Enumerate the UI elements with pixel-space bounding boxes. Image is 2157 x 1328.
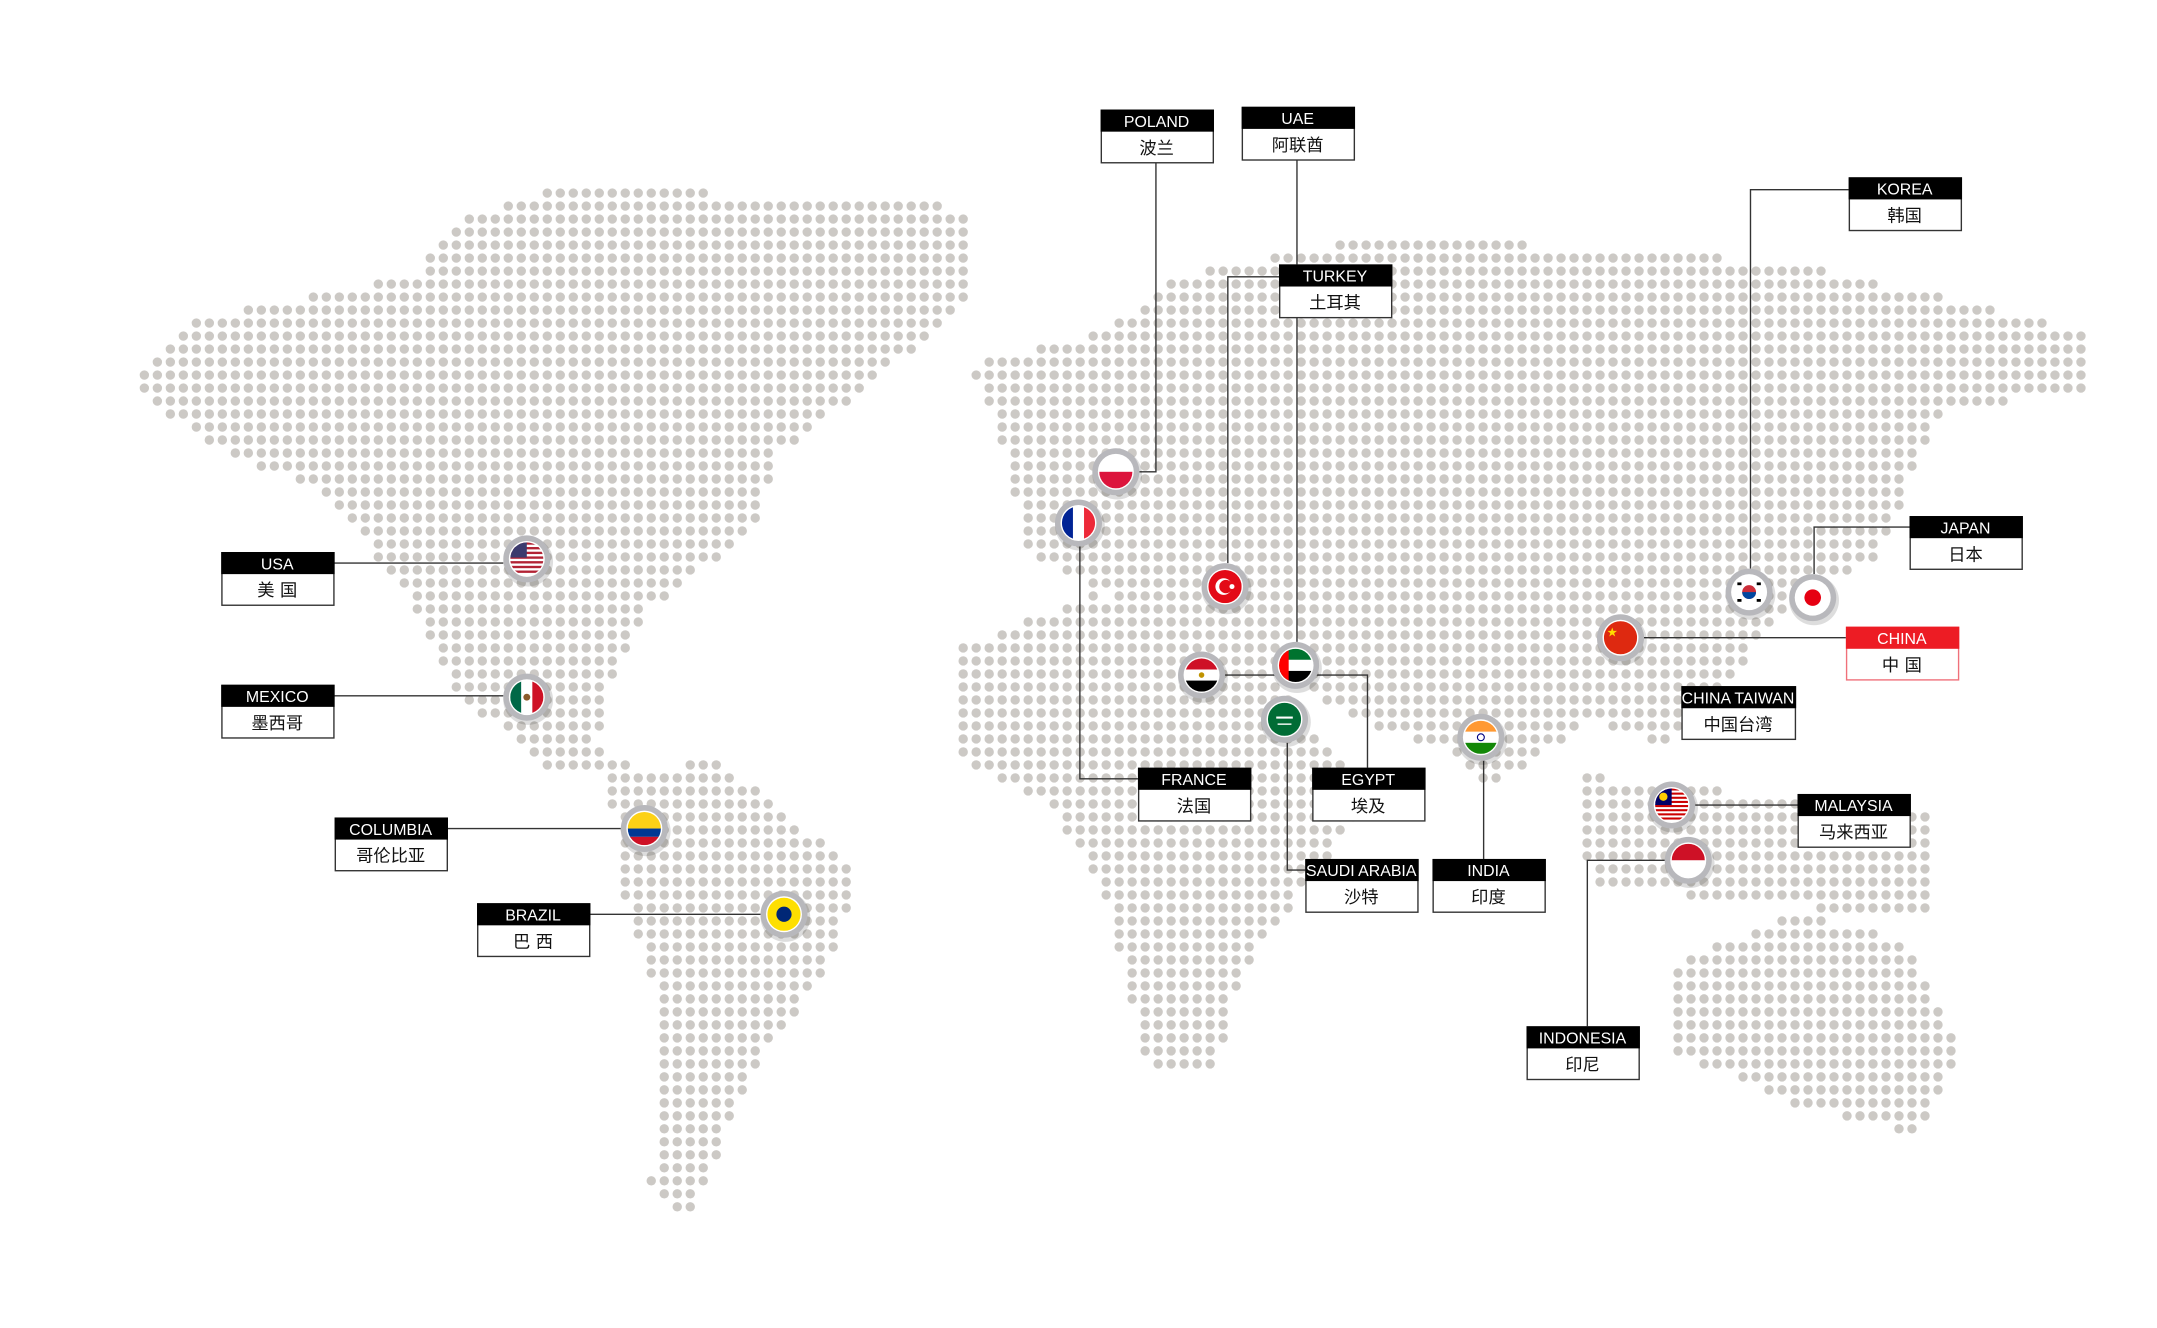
flag-markers: ★: [503, 448, 1839, 942]
label-english: CHINA TAIWAN: [1682, 690, 1795, 707]
label-chinese: 美 国: [257, 581, 297, 601]
brazil-flag-icon[interactable]: [760, 890, 811, 942]
label-english: FRANCE: [1161, 772, 1226, 789]
label-china-taiwan[interactable]: CHINA TAIWAN 中国台湾: [1681, 686, 1797, 741]
label-korea[interactable]: KOREA 韩国: [1848, 177, 1963, 232]
poland-flag-icon[interactable]: [1092, 448, 1143, 500]
country-labels: POLAND 波兰 UAE 阿联酋 TURKEY 土耳其 KOREA 韩国 JAPAN 日本 CHI…: [221, 106, 2023, 1081]
label-saudi-arabia[interactable]: SAUDI ARABIA 沙特: [1305, 858, 1419, 913]
label-chinese: 韩国: [1887, 207, 1922, 227]
label-chinese: 波兰: [1139, 139, 1174, 159]
label-chinese: 土耳其: [1309, 294, 1361, 314]
france-flag-icon[interactable]: [1054, 499, 1105, 551]
egypt-connector-line: [1225, 674, 1369, 768]
turkey-flag-icon[interactable]: [1201, 563, 1252, 615]
label-english: CHINA: [1877, 631, 1927, 648]
turkey-connector-line: [1227, 276, 1279, 564]
label-chinese: 中国台湾: [1704, 715, 1773, 735]
label-english: POLAND: [1124, 114, 1189, 131]
label-chinese: 哥伦比亚: [356, 847, 425, 867]
saudi-arabia-flag-icon[interactable]: [1261, 695, 1311, 747]
colombia-flag-icon[interactable]: [620, 805, 671, 857]
label-indonesia[interactable]: INDONESIA 印尼: [1526, 1026, 1640, 1081]
label-egypt[interactable]: EGYPT 埃及: [1312, 767, 1426, 822]
uae-flag-icon[interactable]: [1272, 641, 1322, 694]
indonesia-connector-line: [1586, 859, 1665, 1027]
label-uae[interactable]: UAE 阿联酋: [1241, 106, 1356, 161]
korea-flag-icon[interactable]: [1725, 568, 1776, 620]
label-france[interactable]: FRANCE 法国: [1137, 767, 1252, 822]
label-chinese: 埃及: [1351, 797, 1386, 817]
japan-connector-line: [1813, 526, 1910, 575]
mexico-flag-icon[interactable]: [503, 673, 554, 725]
label-chinese: 印度: [1471, 888, 1506, 908]
usa-flag-icon[interactable]: [503, 535, 554, 587]
label-english: SAUDI ARABIA: [1306, 863, 1417, 880]
label-chinese: 法国: [1177, 797, 1212, 817]
label-chinese: 日本: [1948, 545, 1983, 565]
label-english: UAE: [1281, 111, 1314, 128]
label-chinese: 巴 西: [513, 932, 553, 952]
label-english: TURKEY: [1303, 269, 1368, 286]
label-brazil[interactable]: BRAZIL 巴 西: [477, 903, 591, 958]
label-china[interactable]: CHINA 中 国: [1845, 626, 1960, 681]
label-poland[interactable]: POLAND 波兰: [1100, 109, 1215, 164]
indonesia-flag-icon[interactable]: [1664, 836, 1715, 888]
connector-lines: [331, 159, 1910, 1027]
label-chinese: 印尼: [1565, 1056, 1600, 1076]
egypt-flag-icon[interactable]: [1178, 651, 1228, 703]
label-english: BRAZIL: [505, 907, 561, 924]
label-english: MALAYSIA: [1814, 798, 1893, 815]
saudi-arabia-connector-line: [1286, 742, 1306, 871]
world-map-dots: [139, 188, 2086, 1212]
france-connector-line: [1079, 546, 1138, 780]
label-chinese: 阿联酋: [1272, 136, 1324, 156]
label-english: INDONESIA: [1539, 1031, 1627, 1048]
label-english: KOREA: [1877, 182, 1933, 199]
korea-connector-line: [1749, 189, 1849, 569]
label-chinese: 墨西哥: [251, 714, 303, 734]
label-chinese: 中 国: [1882, 656, 1922, 676]
malaysia-flag-icon[interactable]: [1648, 781, 1698, 833]
label-chinese: 沙特: [1344, 888, 1379, 908]
label-malaysia[interactable]: MALAYSIA 马来西亚: [1797, 793, 1911, 848]
label-columbia[interactable]: COLUMBIA 哥伦比亚: [334, 817, 448, 872]
label-japan[interactable]: JAPAN 日本: [1909, 516, 2023, 570]
china-flag-icon[interactable]: ★: [1597, 614, 1647, 666]
label-english: EGYPT: [1341, 772, 1395, 789]
india-flag-icon[interactable]: [1457, 713, 1508, 765]
label-english: USA: [261, 556, 294, 573]
poland-connector-line: [1139, 162, 1157, 473]
label-chinese: 马来西亚: [1819, 823, 1888, 843]
japan-flag-icon[interactable]: [1789, 574, 1839, 626]
label-english: MEXICO: [246, 689, 309, 706]
label-english: COLUMBIA: [349, 822, 432, 839]
label-english: INDIA: [1467, 863, 1510, 880]
label-mexico[interactable]: MEXICO 墨西哥: [221, 684, 335, 739]
label-usa[interactable]: USA 美 国: [221, 552, 335, 606]
label-english: JAPAN: [1940, 520, 1990, 537]
label-india[interactable]: INDIA 印度: [1432, 858, 1546, 913]
label-turkey[interactable]: TURKEY 土耳其: [1278, 264, 1393, 319]
